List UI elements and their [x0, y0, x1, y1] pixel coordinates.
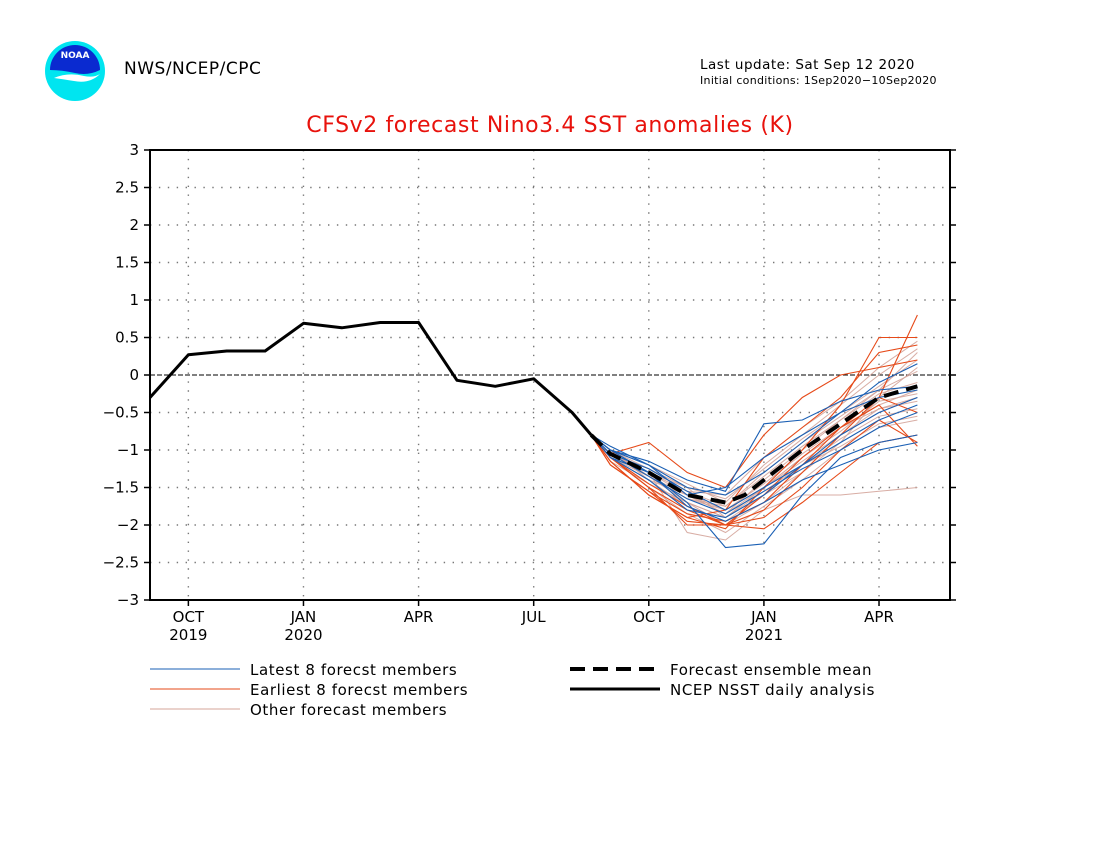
earliest-member-line: [590, 359, 918, 489]
initial-conditions-label: Initial conditions: 1Sep2020−10Sep2020: [700, 74, 937, 87]
x-tick-label: APR: [864, 608, 894, 626]
y-tick-label: −0.5: [103, 404, 139, 422]
x-tick-label: JUL: [521, 608, 546, 626]
other-member-line: [590, 340, 918, 496]
y-tick-label: 0.5: [115, 329, 139, 347]
latest-member-line: [590, 385, 918, 492]
y-tick-label: 2.5: [115, 179, 139, 197]
y-tick-label: −2.5: [103, 554, 139, 572]
y-tick-label: 2: [129, 216, 139, 234]
earliest-member-line: [590, 344, 918, 519]
y-tick-label: −2: [117, 516, 139, 534]
earliest-member-line: [590, 404, 918, 526]
y-tick-label: 1: [129, 291, 139, 309]
y-tick-label: −1.5: [103, 479, 139, 497]
legend-label-latest: Latest 8 forecst members: [250, 661, 457, 679]
grid-lines: [150, 150, 950, 600]
y-tick-label: −3: [117, 591, 139, 609]
noaa-logo: NOAA: [45, 41, 105, 101]
x-tick-year: 2019: [169, 626, 207, 644]
latest-member-line: [590, 389, 918, 496]
legend-label-other: Other forecast members: [250, 701, 447, 719]
x-tick-label: APR: [404, 608, 434, 626]
y-tick-label: −1: [117, 441, 139, 459]
analysis-line: [148, 321, 593, 436]
last-update-label: Last update: Sat Sep 12 2020: [700, 57, 915, 73]
x-tick-label: OCT: [633, 608, 665, 626]
x-tick-label: JAN: [290, 608, 317, 626]
legend-label-mean: Forecast ensemble mean: [670, 661, 872, 679]
earliest-member-line: [590, 434, 918, 530]
latest-member-line: [590, 434, 918, 549]
earliest-member-line: [590, 419, 918, 526]
logo-text: NOAA: [61, 51, 90, 61]
y-tick-label: 1.5: [115, 254, 139, 272]
legend-label-earliest: Earliest 8 forecst members: [250, 681, 468, 699]
forecast-members: [590, 314, 918, 549]
axes: 32.521.510.50−0.5−1−1.5−2−2.5−3OCT2019JA…: [103, 141, 956, 644]
organization-label: NWS/NCEP/CPC: [124, 59, 262, 79]
ensemble-mean-line: [589, 384, 918, 505]
y-tick-label: 3: [129, 141, 139, 159]
latest-member-line: [590, 404, 918, 519]
y-tick-label: 0: [129, 366, 139, 384]
x-tick-label: JAN: [750, 608, 777, 626]
legend: Latest 8 forecst members Earliest 8 forec…: [150, 661, 875, 719]
x-tick-year: 2021: [745, 626, 783, 644]
legend-label-analysis: NCEP NSST daily analysis: [670, 681, 875, 699]
main-series: [148, 321, 918, 505]
x-tick-label: OCT: [173, 608, 205, 626]
x-tick-year: 2020: [284, 626, 322, 644]
chart-title: CFSv2 forecast Nino3.4 SST anomalies (K): [306, 113, 794, 138]
